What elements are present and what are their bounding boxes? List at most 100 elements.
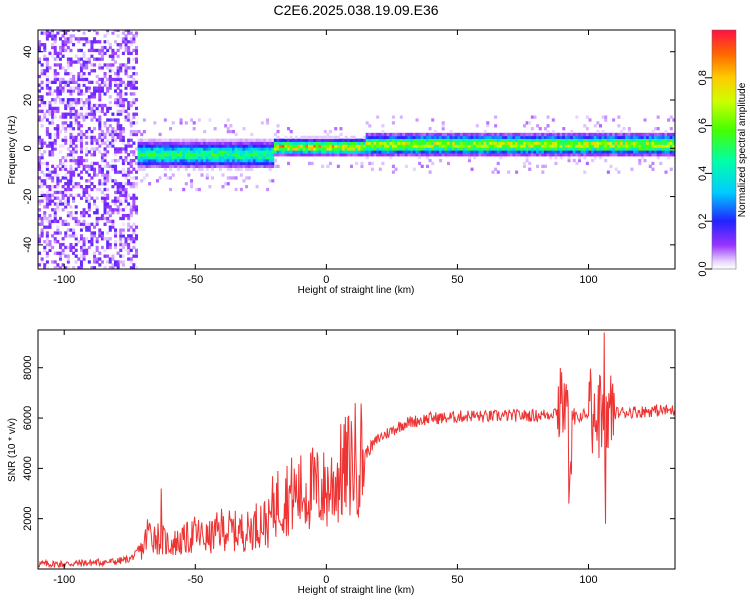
heatmap-cell — [349, 153, 353, 157]
heatmap-cell — [93, 135, 97, 140]
heatmap-cell — [365, 150, 369, 154]
heatmap-cell — [85, 251, 89, 255]
heatmap-cell — [40, 199, 44, 203]
heatmap-cell — [48, 109, 52, 113]
heatmap-cell — [488, 144, 492, 148]
heatmap-cell — [315, 141, 319, 145]
heatmap-cell — [64, 48, 68, 53]
heatmap-cell — [575, 115, 579, 119]
heatmap-cell — [90, 112, 94, 116]
heatmap-cell — [294, 138, 298, 142]
heatmap-cell — [48, 222, 52, 226]
heatmap-cell — [305, 138, 309, 142]
heatmap-cell — [630, 135, 634, 140]
heatmap-cell — [119, 83, 123, 87]
heatmap-cell — [313, 135, 317, 140]
heatmap-cell — [460, 132, 464, 137]
heatmap-cell — [72, 106, 76, 111]
heatmap-cell — [268, 147, 272, 151]
heatmap-cell — [129, 31, 133, 35]
heatmap-cell — [226, 167, 230, 171]
heatmap-cell — [499, 150, 503, 154]
heatmap-cell — [145, 158, 149, 163]
heatmap-cell — [462, 132, 466, 137]
heatmap-cell — [171, 164, 175, 169]
heatmap-cell — [74, 138, 78, 142]
heatmap-cell — [61, 77, 65, 82]
heatmap-cell — [321, 138, 325, 142]
heatmap-cell — [106, 164, 110, 169]
heatmap-cell — [124, 66, 128, 70]
heatmap-cell — [525, 144, 529, 148]
heatmap-cell — [344, 153, 348, 157]
heatmap-cell — [321, 164, 325, 169]
heatmap-cell — [218, 153, 222, 157]
heatmap-cell — [87, 72, 91, 76]
heatmap-cell — [651, 167, 655, 171]
heatmap-cell — [467, 156, 471, 160]
heatmap-cell — [575, 153, 579, 157]
heatmap-cell — [205, 138, 209, 142]
heatmap-cell — [370, 167, 374, 171]
heatmap-cell — [349, 150, 353, 154]
heatmap-cell — [402, 147, 406, 151]
heatmap-cell — [124, 213, 128, 218]
heatmap-cell — [103, 182, 107, 186]
heatmap-cell — [504, 150, 508, 154]
heatmap-cell — [40, 182, 44, 186]
heatmap-cell — [45, 63, 49, 67]
heatmap-cell — [93, 257, 97, 261]
heatmap-cell — [98, 92, 102, 96]
heatmap-cell — [583, 132, 587, 137]
heatmap-cell — [45, 240, 49, 244]
heatmap-cell — [318, 144, 322, 148]
heatmap-cell — [638, 161, 642, 166]
heatmap-cell — [252, 147, 256, 151]
heatmap-cell — [226, 118, 230, 122]
heatmap-cell — [171, 156, 175, 160]
heatmap-cell — [56, 179, 60, 183]
heatmap-cell — [669, 132, 673, 137]
heatmap-cell — [43, 248, 47, 253]
heatmap-cell — [572, 158, 576, 163]
heatmap-cell — [56, 109, 60, 113]
heatmap-cell — [229, 158, 233, 163]
heatmap-cell — [108, 124, 112, 128]
heatmap-cell — [132, 254, 136, 258]
heatmap-cell — [100, 153, 104, 157]
heatmap-cell — [58, 231, 62, 235]
heatmap-cell — [355, 147, 359, 151]
heatmap-cell — [260, 144, 264, 148]
heatmap-cell — [51, 106, 55, 111]
heatmap-cell — [211, 153, 215, 157]
heatmap-cell — [449, 150, 453, 154]
heatmap-cell — [200, 141, 204, 145]
heatmap-cell — [344, 150, 348, 154]
heatmap-cell — [229, 167, 233, 171]
heatmap-cell — [520, 153, 524, 157]
heatmap-cell — [672, 150, 675, 154]
heatmap-cell — [116, 170, 120, 174]
heatmap-cell — [667, 132, 671, 137]
heatmap-cell — [103, 179, 107, 183]
heatmap-cell — [433, 150, 437, 154]
heatmap-cell — [583, 138, 587, 142]
heatmap-cell — [100, 109, 104, 113]
heatmap-cell — [95, 211, 99, 215]
heatmap-cell — [56, 173, 60, 177]
heatmap-cell — [444, 144, 448, 148]
heatmap-cell — [182, 187, 186, 192]
heatmap-cell — [260, 121, 264, 125]
heatmap-cell — [69, 124, 73, 128]
heatmap-cell — [132, 100, 136, 105]
heatmap-cell — [48, 144, 52, 148]
heatmap-cell — [457, 150, 461, 154]
heatmap-cell — [155, 141, 159, 145]
heatmap-cell — [326, 153, 330, 157]
heatmap-cell — [376, 132, 380, 137]
heatmap-cell — [51, 144, 55, 148]
heatmap-cell — [347, 150, 351, 154]
heatmap-cell — [56, 63, 60, 67]
heatmap-cell — [239, 144, 243, 148]
heatmap-cell — [591, 150, 595, 154]
